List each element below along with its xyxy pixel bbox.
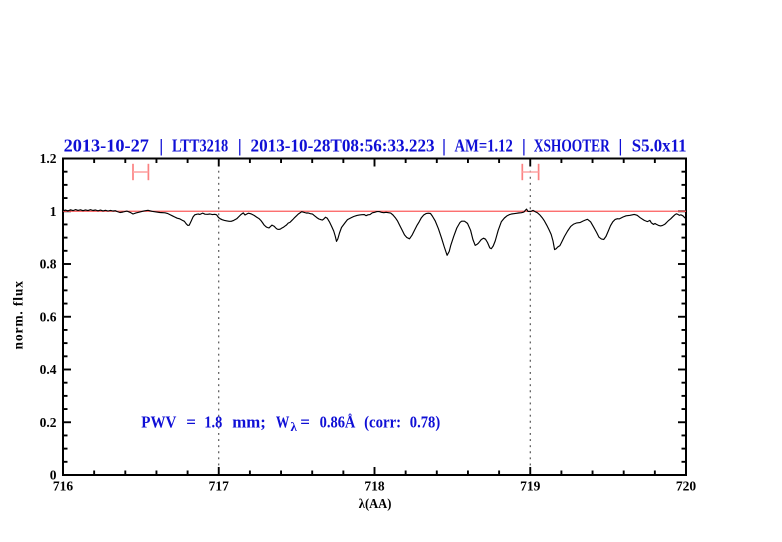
- svg-text:2013-10-27|LTT3218|2013-10-28T: 2013-10-27 | LTT3218 | 2013-10-28T08:56:33.2…: [64, 135, 687, 155]
- svg-text:PWV=1.8mm;Wλ=0.86Å(corr:0.78): PWV = 1.8 mm; Wλ = 0.86Å (corr: 0.78): [141, 412, 440, 434]
- svg-text:λ(AA): λ(AA): [359, 496, 392, 511]
- svg-text:718: 718: [364, 478, 385, 493]
- svg-text:716: 716: [53, 478, 74, 493]
- svg-text:1.2: 1.2: [40, 151, 57, 166]
- svg-text:719: 719: [520, 478, 541, 493]
- svg-text:0.6: 0.6: [40, 309, 57, 324]
- svg-text:0.2: 0.2: [40, 415, 57, 430]
- svg-text:0.8: 0.8: [40, 257, 57, 272]
- svg-text:720: 720: [676, 478, 697, 493]
- svg-text:norm. flux: norm. flux: [10, 281, 25, 350]
- svg-text:0.4: 0.4: [40, 362, 57, 377]
- svg-text:0: 0: [50, 468, 57, 483]
- svg-text:717: 717: [209, 478, 230, 493]
- svg-text:1: 1: [50, 204, 57, 219]
